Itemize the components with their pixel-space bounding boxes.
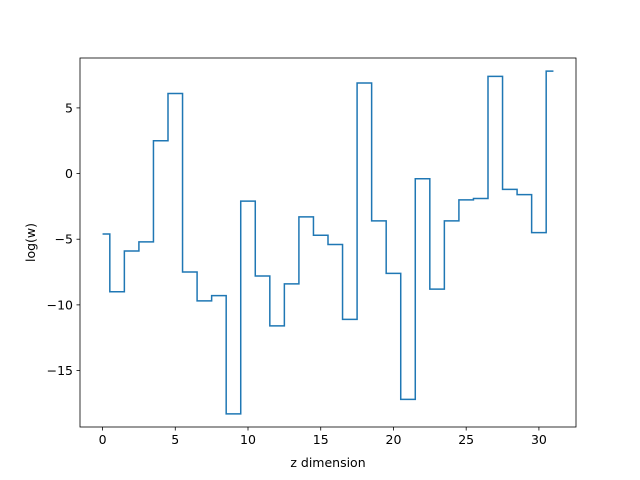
x-tick-label: 0 (99, 432, 107, 447)
y-tick-label: −10 (47, 297, 73, 312)
x-axis: 0 5 10 15 20 25 30 (99, 427, 547, 447)
y-tick-label: −5 (55, 232, 73, 247)
plot-area (102, 70, 554, 415)
y-axis: 5 0 −5 −10 −15 (47, 100, 80, 378)
series-line-0 (102, 70, 554, 415)
x-axis-label: z dimension (290, 455, 365, 470)
y-tick-label: −15 (47, 363, 73, 378)
x-tick-label: 25 (458, 432, 474, 447)
y-tick-label: 5 (65, 100, 73, 115)
x-tick-label: 15 (313, 432, 329, 447)
x-tick-label: 30 (531, 432, 547, 447)
x-tick-label: 5 (171, 432, 179, 447)
x-tick-label: 10 (240, 432, 256, 447)
y-axis-label: log(w) (23, 223, 38, 262)
y-tick-label: 0 (65, 166, 73, 181)
axes-frame (79, 57, 577, 428)
x-tick-label: 20 (386, 432, 402, 447)
